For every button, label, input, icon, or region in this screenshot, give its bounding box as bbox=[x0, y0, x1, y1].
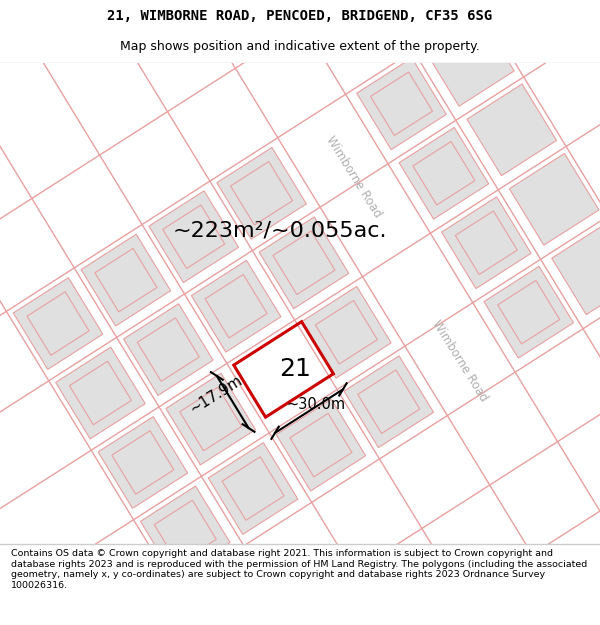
Polygon shape bbox=[217, 148, 307, 239]
Polygon shape bbox=[140, 486, 230, 578]
Polygon shape bbox=[81, 234, 170, 326]
Polygon shape bbox=[276, 399, 366, 491]
Text: 21, WIMBORNE ROAD, PENCOED, BRIDGEND, CF35 6SG: 21, WIMBORNE ROAD, PENCOED, BRIDGEND, CF… bbox=[107, 9, 493, 22]
Polygon shape bbox=[442, 197, 531, 289]
Text: 21: 21 bbox=[279, 357, 311, 381]
Polygon shape bbox=[27, 292, 89, 355]
Polygon shape bbox=[137, 318, 199, 381]
Polygon shape bbox=[222, 457, 284, 520]
Polygon shape bbox=[154, 500, 216, 564]
Polygon shape bbox=[124, 304, 213, 396]
Polygon shape bbox=[371, 72, 433, 136]
Polygon shape bbox=[166, 373, 256, 465]
Text: Wimborne Road: Wimborne Road bbox=[323, 134, 384, 220]
Polygon shape bbox=[425, 14, 514, 106]
Polygon shape bbox=[316, 301, 377, 364]
Polygon shape bbox=[13, 278, 103, 369]
Polygon shape bbox=[208, 442, 298, 534]
Polygon shape bbox=[497, 281, 560, 344]
Polygon shape bbox=[357, 58, 446, 149]
Polygon shape bbox=[149, 191, 239, 282]
Text: ~17.9m: ~17.9m bbox=[187, 372, 245, 416]
Polygon shape bbox=[205, 274, 267, 338]
Polygon shape bbox=[302, 286, 391, 378]
Text: ~223m²/~0.055ac.: ~223m²/~0.055ac. bbox=[172, 221, 387, 241]
Polygon shape bbox=[70, 361, 131, 425]
Text: Map shows position and indicative extent of the property.: Map shows position and indicative extent… bbox=[120, 41, 480, 53]
Polygon shape bbox=[95, 248, 157, 312]
Polygon shape bbox=[191, 261, 281, 352]
Polygon shape bbox=[98, 417, 188, 508]
Polygon shape bbox=[56, 347, 145, 439]
Text: Contains OS data © Crown copyright and database right 2021. This information is : Contains OS data © Crown copyright and d… bbox=[11, 549, 587, 589]
Polygon shape bbox=[484, 266, 574, 358]
Polygon shape bbox=[112, 431, 174, 494]
Polygon shape bbox=[552, 223, 600, 314]
Polygon shape bbox=[163, 205, 225, 269]
Polygon shape bbox=[399, 127, 488, 219]
Text: Wimborne Road: Wimborne Road bbox=[430, 318, 490, 404]
Polygon shape bbox=[455, 211, 517, 274]
Polygon shape bbox=[259, 217, 349, 309]
Polygon shape bbox=[273, 231, 335, 294]
Polygon shape bbox=[179, 388, 242, 451]
Polygon shape bbox=[467, 84, 557, 176]
Text: ~30.0m: ~30.0m bbox=[287, 397, 346, 412]
Polygon shape bbox=[358, 370, 420, 434]
Polygon shape bbox=[509, 154, 599, 245]
Polygon shape bbox=[290, 413, 352, 477]
Polygon shape bbox=[413, 141, 475, 205]
Polygon shape bbox=[344, 356, 434, 447]
Polygon shape bbox=[230, 162, 293, 225]
